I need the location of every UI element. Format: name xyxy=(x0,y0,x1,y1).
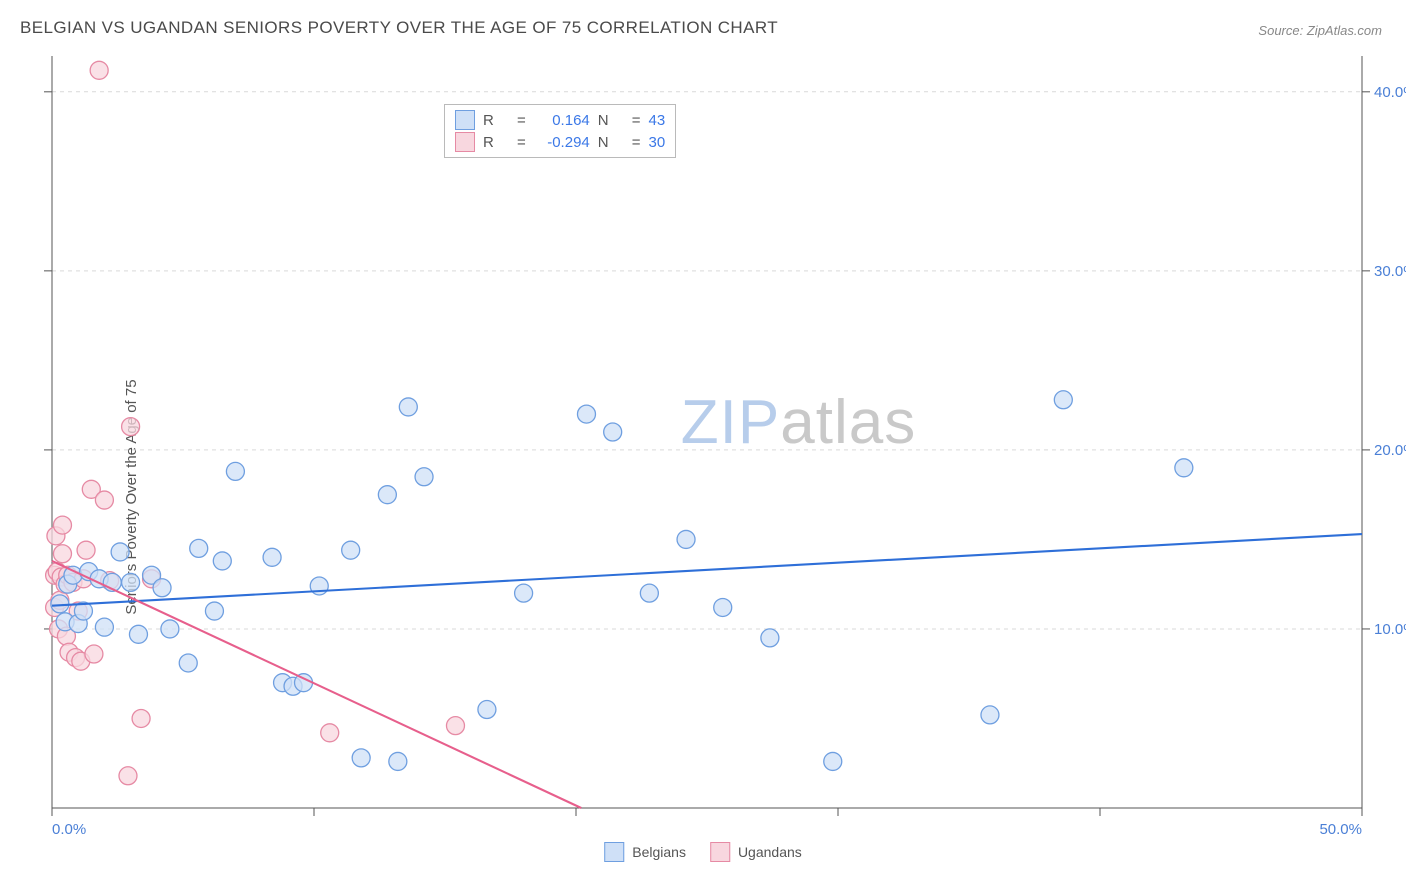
stat-n-belgians: 43 xyxy=(649,112,666,129)
svg-text:20.0%: 20.0% xyxy=(1374,442,1406,459)
legend-item-ugandans: Ugandans xyxy=(710,842,802,862)
legend-label-ugandans: Ugandans xyxy=(738,844,802,860)
stats-row-ugandans: R= -0.294 N= 30 xyxy=(455,131,665,153)
source-value: ZipAtlas.com xyxy=(1307,23,1382,38)
svg-text:30.0%: 30.0% xyxy=(1374,263,1406,280)
legend-item-belgians: Belgians xyxy=(604,842,686,862)
swatch-belgians xyxy=(604,842,624,862)
header: BELGIAN VS UGANDAN SENIORS POVERTY OVER … xyxy=(0,0,1406,46)
stat-n-ugandans: 30 xyxy=(649,134,666,151)
stat-label-n: N xyxy=(598,112,624,129)
chart-svg: 0.0% 50.0% 10.0% 20.0% 30.0% 40.0% xyxy=(0,46,1406,836)
chart-title: BELGIAN VS UGANDAN SENIORS POVERTY OVER … xyxy=(20,18,778,38)
legend-label-belgians: Belgians xyxy=(632,844,686,860)
source-label: Source: xyxy=(1258,23,1303,38)
svg-text:40.0%: 40.0% xyxy=(1374,84,1406,101)
svg-text:50.0%: 50.0% xyxy=(1319,821,1362,836)
stat-label-n: N xyxy=(598,134,624,151)
source-attribution: Source: ZipAtlas.com xyxy=(1258,23,1382,38)
chart-area: Seniors Poverty Over the Age of 75 ZIPat… xyxy=(0,46,1406,866)
swatch-ugandans xyxy=(710,842,730,862)
stats-row-belgians: R= 0.164 N= 43 xyxy=(455,109,665,131)
svg-text:10.0%: 10.0% xyxy=(1374,621,1406,638)
stats-legend-box: R= 0.164 N= 43 R= -0.294 N= 30 xyxy=(444,104,676,158)
stat-label-r: R xyxy=(483,134,509,151)
stat-label-r: R xyxy=(483,112,509,129)
swatch-belgians xyxy=(455,110,475,130)
svg-text:0.0%: 0.0% xyxy=(52,821,86,836)
stat-r-ugandans: -0.294 xyxy=(534,134,590,151)
legend-bottom: Belgians Ugandans xyxy=(604,842,802,862)
stat-r-belgians: 0.164 xyxy=(534,112,590,129)
swatch-ugandans xyxy=(455,132,475,152)
